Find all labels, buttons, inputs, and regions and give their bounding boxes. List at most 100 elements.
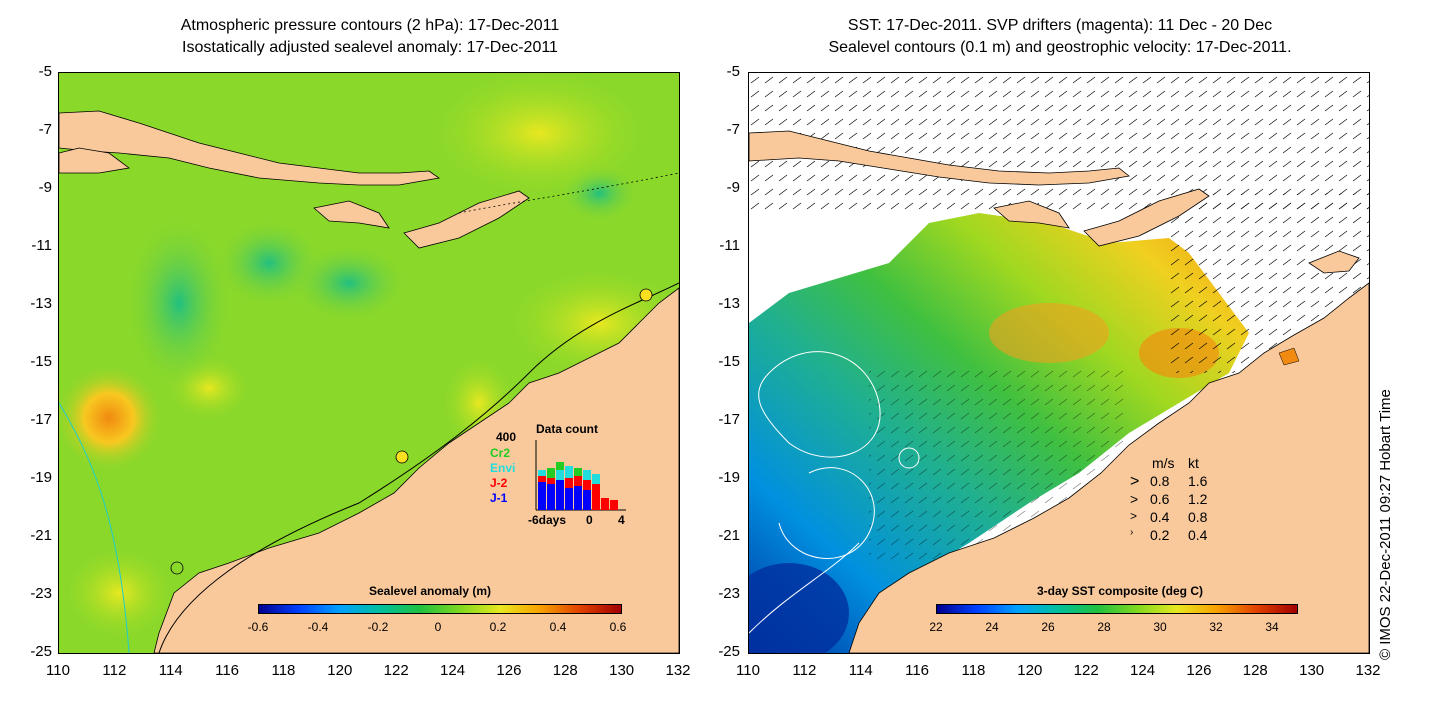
- island-west: [59, 147, 130, 174]
- island-east: [1308, 250, 1360, 274]
- x-tick-label: 132: [665, 662, 691, 679]
- data-count-title: Data count: [536, 422, 599, 436]
- imos-credit: © IMOS 22-Dec-2011 09:27 Hobart Time: [1377, 389, 1394, 660]
- left-title-line1: Atmospheric pressure contours (2 hPa): 1…: [180, 17, 560, 34]
- x-tick-label: 130: [1299, 662, 1325, 679]
- right-colorbar: [936, 604, 1298, 614]
- velocity-arrow-icon: >: [1130, 491, 1139, 507]
- x-tick-label: 118: [271, 662, 296, 679]
- sst-svg: [749, 73, 1369, 653]
- velocity-kt-value: 0.8: [1188, 509, 1208, 525]
- x-tick-label: 126: [496, 662, 522, 679]
- sealevel-contour: [898, 447, 920, 469]
- right-colorbar-tick: 22: [929, 620, 943, 634]
- x-tick-label: 110: [736, 662, 760, 679]
- velocity-arrow-icon: >: [1130, 473, 1140, 490]
- velocity-ms-value: 0.6: [1150, 491, 1170, 507]
- velocity-ms-value: 0.8: [1150, 473, 1170, 489]
- y-tick-label: -23: [718, 585, 740, 602]
- sla-yellow-blob-5: [59, 543, 179, 643]
- dc-bars: [538, 462, 618, 510]
- sst-hot-spot: [1278, 347, 1300, 366]
- lesser-sunda-islands: [59, 110, 441, 186]
- x-tick-label: 120: [327, 662, 353, 679]
- y-tick-label: -19: [718, 469, 740, 486]
- data-count-series-label: Cr2: [490, 446, 511, 460]
- y-tick-label: -15: [30, 353, 52, 370]
- x-tick-label: 128: [1242, 662, 1268, 679]
- lesser-sunda-islands: [749, 130, 1130, 186]
- pressure-contour: [158, 282, 679, 653]
- x-tick-label: 116: [215, 662, 240, 679]
- velocity-arrows-north: [749, 73, 1369, 213]
- data-count-max: 400: [496, 430, 517, 444]
- left-colorbar-tick: 0.2: [489, 620, 507, 634]
- x-tick-label: 110: [46, 662, 70, 679]
- y-tick-label: -11: [31, 237, 52, 254]
- velocity-arrow-icon: >: [1130, 509, 1138, 523]
- x-tick-label: 124: [440, 662, 466, 679]
- left-title-line2: Isostatically adjusted sealevel anomaly:…: [182, 39, 558, 56]
- right-colorbar-tick: 26: [1041, 620, 1055, 634]
- velocity-kt-value: 1.2: [1188, 491, 1208, 507]
- bathymetry-contour: [59, 402, 130, 653]
- data-count-chart: [535, 440, 626, 511]
- left-colorbar-title: Sealevel anomaly (m): [368, 584, 492, 598]
- y-tick-label: -17: [718, 411, 740, 428]
- left-colorbar-tick: 0.6: [609, 620, 627, 634]
- y-tick-label: -9: [726, 179, 740, 196]
- data-count-x-label: -6days: [528, 513, 567, 527]
- x-tick-label: 130: [609, 662, 635, 679]
- sealevel-contour: [749, 542, 860, 634]
- australia-land: [848, 282, 1369, 653]
- left-colorbar-tick: 0.4: [549, 620, 567, 634]
- x-tick-label: 112: [792, 662, 817, 679]
- australia-land: [153, 287, 679, 653]
- tide-gauge-marker: [170, 561, 184, 575]
- left-colorbar-tick: 0: [434, 620, 442, 634]
- velocity-arrow-icon: ›: [1130, 527, 1134, 538]
- data-count-x-label: 4: [618, 513, 625, 527]
- right-title-line1: SST: 17-Dec-2011. SVP drifters (magenta)…: [847, 17, 1273, 34]
- right-title-line2: Sealevel contours (0.1 m) and geostrophi…: [828, 39, 1292, 56]
- y-tick-label: -21: [718, 527, 740, 544]
- sealevel-anomaly-svg: [59, 73, 679, 653]
- y-tick-label: -21: [30, 527, 52, 544]
- y-tick-label: -5: [726, 63, 740, 80]
- right-colorbar-title: 3-day SST composite (deg C): [1036, 584, 1204, 598]
- y-tick-label: -11: [719, 237, 740, 254]
- sst-warm-patch: [989, 303, 1109, 363]
- sealevel-contour: [758, 351, 881, 458]
- tide-gauge-marker: [395, 450, 409, 464]
- sumba-island: [993, 200, 1070, 229]
- y-tick-label: -25: [30, 643, 52, 660]
- velocity-kt-value: 1.6: [1188, 473, 1208, 489]
- x-tick-label: 114: [848, 662, 873, 679]
- x-tick-label: 114: [158, 662, 183, 679]
- velocity-legend-ms-header: m/s: [1152, 455, 1175, 471]
- sst-cold-pool: [749, 563, 849, 653]
- x-tick-label: 112: [102, 662, 127, 679]
- y-tick-label: -13: [718, 295, 740, 312]
- timor-island: [1083, 188, 1210, 247]
- right-colorbar-tick: 32: [1209, 620, 1223, 634]
- data-count-series-label: J-2: [490, 476, 508, 490]
- y-tick-label: -19: [30, 469, 52, 486]
- sealevel-contour: [778, 467, 875, 559]
- y-tick-label: -17: [30, 411, 52, 428]
- right-colorbar-tick: 28: [1097, 620, 1111, 634]
- sumba-island: [313, 200, 390, 229]
- data-count-series-label: Envi: [490, 461, 516, 475]
- x-tick-label: 122: [1073, 662, 1099, 679]
- x-tick-label: 120: [1017, 662, 1043, 679]
- data-count-x-label: 0: [586, 513, 593, 527]
- x-tick-label: 116: [905, 662, 930, 679]
- y-tick-label: -7: [726, 121, 740, 138]
- y-tick-label: -13: [30, 295, 52, 312]
- right-colorbar-tick: 30: [1153, 620, 1167, 634]
- left-colorbar: [258, 604, 622, 614]
- sla-low-blob: [124, 213, 234, 393]
- sealevel-anomaly-map: [58, 72, 680, 654]
- x-tick-label: 128: [552, 662, 578, 679]
- sst-map: [748, 72, 1370, 654]
